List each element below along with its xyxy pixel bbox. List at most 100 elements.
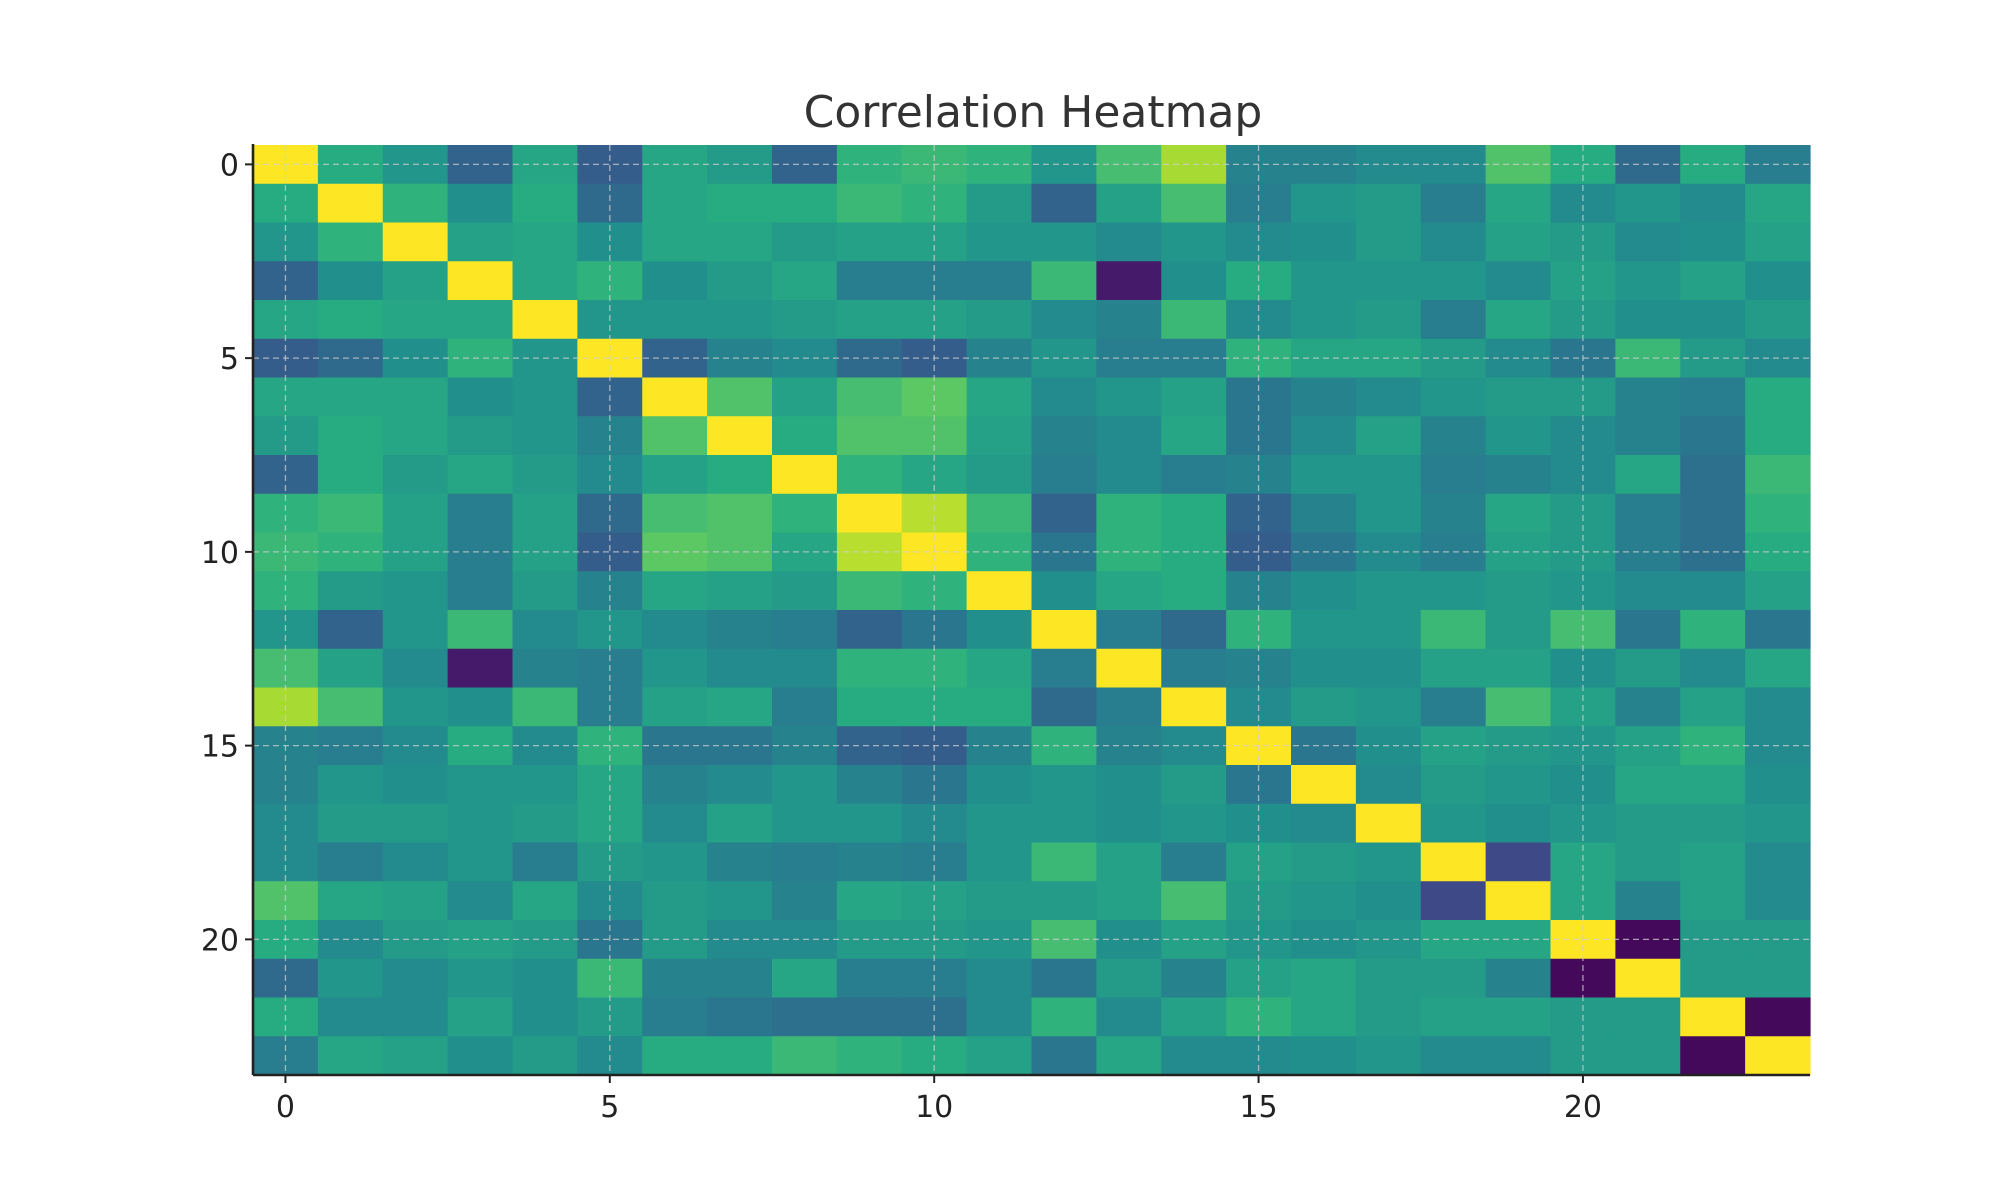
heatmap-cell [642, 881, 708, 921]
heatmap-cell [836, 416, 903, 456]
heatmap-cell [1485, 997, 1552, 1037]
heatmap-cell [1291, 842, 1357, 882]
heatmap-cell [382, 687, 449, 727]
heatmap-cell [1745, 571, 1811, 611]
heatmap-cell [1355, 842, 1422, 882]
heatmap-cell [642, 842, 708, 882]
heatmap-cell [966, 803, 1033, 844]
heatmap-cell [1031, 687, 1097, 727]
x-axis-ticks: 0 5 10 15 20 [276, 1075, 1602, 1125]
heatmap-cell [447, 687, 514, 727]
heatmap-cell [1485, 571, 1552, 611]
heatmap-cell [1680, 765, 1746, 805]
heatmap-cell [1031, 881, 1097, 921]
heatmap-cell [707, 571, 773, 611]
heatmap-cell [1355, 881, 1422, 921]
heatmap-cell [1615, 300, 1681, 340]
heatmap-cell [1485, 493, 1552, 534]
heatmap-cell [447, 881, 514, 921]
heatmap-cell [836, 377, 903, 417]
heatmap-cell [1420, 455, 1487, 495]
heatmap-cell [512, 842, 578, 882]
heatmap-cell [1031, 222, 1097, 262]
heatmap-cell [1031, 997, 1097, 1037]
heatmap-cell [1355, 183, 1422, 224]
heatmap-cell [707, 958, 773, 999]
heatmap-cell [642, 958, 708, 999]
y-tick-label: 15 [201, 730, 239, 765]
heatmap-cell [382, 1036, 449, 1076]
heatmap-cell [317, 842, 384, 882]
heatmap-cell [1355, 416, 1422, 456]
heatmap-cell [1485, 416, 1552, 456]
heatmap-cell [1096, 493, 1162, 534]
heatmap-cell [1096, 648, 1162, 689]
heatmap-cell [1355, 493, 1422, 534]
heatmap-cell [1420, 222, 1487, 262]
heatmap-cell [642, 765, 708, 805]
heatmap-cell [836, 183, 903, 224]
heatmap-cell [1161, 881, 1227, 921]
heatmap-cell [1680, 958, 1746, 999]
heatmap-cell [1745, 687, 1811, 727]
heatmap-cell [317, 261, 384, 301]
heatmap-cell [317, 377, 384, 417]
heatmap-cell [512, 300, 578, 340]
heatmap-cell [512, 455, 578, 495]
heatmap-cell [966, 261, 1033, 301]
heatmap-cell [772, 377, 838, 417]
heatmap-cell [1031, 610, 1097, 650]
heatmap-cells [253, 145, 1811, 1076]
heatmap-cell [1031, 842, 1097, 882]
heatmap-cell [382, 416, 449, 456]
heatmap-cell [1745, 881, 1811, 921]
heatmap-cell [707, 183, 773, 224]
heatmap-cell [836, 648, 903, 689]
heatmap-cell [1031, 648, 1097, 689]
heatmap-cell [1615, 648, 1681, 689]
heatmap-cell [1291, 377, 1357, 417]
heatmap-cell [1745, 222, 1811, 262]
heatmap-cell [512, 493, 578, 534]
heatmap-cell [1420, 183, 1487, 224]
axes [251, 144, 1810, 1077]
heatmap-cell [1615, 377, 1681, 417]
heatmap-cell [772, 222, 838, 262]
heatmap-cell [1485, 183, 1552, 224]
heatmap-cell [1745, 958, 1811, 999]
heatmap-cell [836, 687, 903, 727]
heatmap-cell [1745, 842, 1811, 882]
heatmap-cell [1680, 687, 1746, 727]
heatmap-cell [1485, 648, 1552, 689]
heatmap-cell [1291, 765, 1357, 805]
heatmap-cell [1291, 261, 1357, 301]
heatmap-cell [707, 261, 773, 301]
y-tick-label: 20 [201, 923, 239, 958]
heatmap-cell [382, 261, 449, 301]
heatmap-cell [382, 300, 449, 340]
x-tick-label: 20 [1564, 1090, 1602, 1125]
heatmap-cell [1161, 803, 1227, 844]
heatmap-cell [772, 416, 838, 456]
heatmap-cell [1291, 416, 1357, 456]
heatmap-cell [966, 765, 1033, 805]
heatmap-cell [512, 997, 578, 1037]
heatmap-cell [1485, 300, 1552, 340]
heatmap-cell [447, 416, 514, 456]
heatmap-cell [382, 455, 449, 495]
heatmap-cell [1485, 222, 1552, 262]
heatmap-cell [1096, 1036, 1162, 1076]
heatmap-cell [1420, 571, 1487, 611]
heatmap-cell [1745, 416, 1811, 456]
heatmap-cell [447, 493, 514, 534]
heatmap-cell [447, 455, 514, 495]
heatmap-cell [772, 493, 838, 534]
heatmap-cell [1485, 455, 1552, 495]
heatmap-cell [1680, 493, 1746, 534]
heatmap-cell [1420, 842, 1487, 882]
heatmap-cell [772, 261, 838, 301]
heatmap-cell [836, 571, 903, 611]
heatmap-cell [512, 881, 578, 921]
heatmap-cell [1745, 300, 1811, 340]
heatmap-cell [1615, 183, 1681, 224]
